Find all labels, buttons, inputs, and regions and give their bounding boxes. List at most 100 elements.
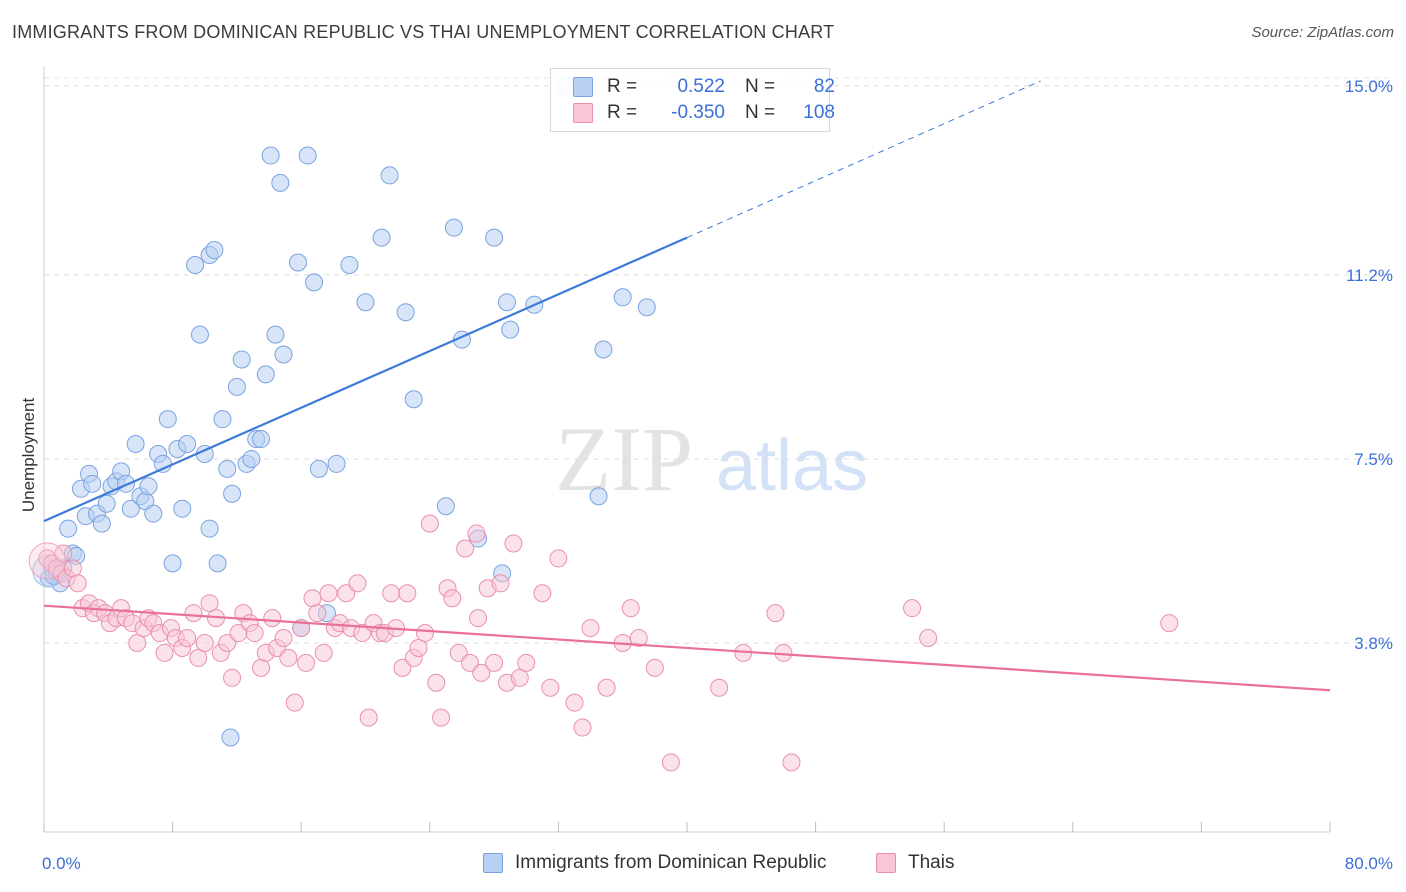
legend-n-label: N = (745, 102, 776, 123)
data-point-thais (297, 653, 316, 672)
data-point-thais (541, 678, 560, 697)
data-point-thais (645, 658, 664, 677)
data-point-dominican (186, 255, 205, 274)
y-tick-label: 11.2% (1346, 266, 1393, 285)
data-point-dominican (121, 499, 140, 518)
data-point-thais (279, 648, 298, 667)
data-point-dominican (256, 365, 275, 384)
data-point-thais (223, 668, 242, 687)
data-point-dominican (139, 477, 158, 496)
data-point-thais (68, 574, 87, 593)
data-point-dominican (200, 519, 219, 538)
trend-line-thais (43, 604, 1331, 692)
data-point-thais (597, 678, 616, 697)
legend-label-thais: Thais (908, 852, 955, 873)
data-point-dominican (223, 484, 242, 503)
data-point-thais (348, 574, 367, 593)
data-point-dominican (227, 377, 246, 396)
data-point-thais (427, 673, 446, 692)
data-point-dominican (190, 325, 209, 344)
legend-n-label: N = (745, 76, 776, 97)
data-point-thais (274, 629, 293, 648)
data-point-thais (485, 653, 504, 672)
data-point-dominican (208, 554, 227, 573)
trend-line-dominican (43, 236, 688, 523)
y-axis-label: Unemployment (19, 398, 38, 513)
data-point-thais (63, 559, 82, 578)
data-point-dominican (485, 228, 504, 247)
data-point-dominican (594, 340, 613, 359)
data-point-thais (178, 629, 197, 648)
data-point-dominican (444, 218, 463, 237)
legend-n-value: 108 (803, 102, 835, 123)
x-tick-label: 80.0% (1345, 854, 1393, 873)
data-point-thais (766, 604, 785, 623)
data-point-thais (353, 624, 372, 643)
trend-line-dominican-extension (686, 80, 1041, 239)
tick-labels: 3.8% 7.5% 11.2% 15.0% 0.0% 80.0% (42, 77, 1393, 873)
data-point-thais (308, 604, 327, 623)
data-point-dominican (218, 459, 237, 478)
data-point-dominican (380, 166, 399, 185)
data-point-dominican (97, 494, 116, 513)
data-point-dominican (327, 454, 346, 473)
data-point-thais (504, 534, 523, 553)
data-point-dominican (274, 345, 293, 364)
data-point-thais (184, 604, 203, 623)
data-point-dominican (305, 273, 324, 292)
data-point-thais (337, 584, 356, 603)
data-point-thais (359, 708, 378, 727)
data-point-dominican (205, 241, 224, 260)
data-point-thais (398, 584, 417, 603)
trend-lines (43, 80, 1331, 692)
data-point-thais (285, 693, 304, 712)
data-point-thais (629, 629, 648, 648)
legend-r-label: R = (607, 102, 638, 123)
y-tick-label: 15.0% (1345, 77, 1393, 96)
data-point-thais (565, 693, 584, 712)
series-thais-points (28, 514, 1179, 772)
data-point-thais (382, 584, 401, 603)
data-point-thais (533, 584, 552, 603)
data-point-dominican (298, 146, 317, 165)
data-point-dominican (501, 320, 520, 339)
data-point-dominican (340, 255, 359, 274)
data-point-thais (432, 708, 451, 727)
legend-r-label: R = (607, 76, 638, 97)
data-point-thais (661, 753, 680, 772)
chart-title: IMMIGRANTS FROM DOMINICAN REPUBLIC VS TH… (12, 22, 835, 42)
data-point-thais (263, 609, 282, 628)
legend-r-value: -0.350 (671, 102, 725, 123)
data-point-thais (919, 629, 938, 648)
data-point-dominican (436, 497, 455, 516)
data-point-thais (155, 643, 174, 662)
data-point-thais (218, 633, 237, 652)
data-point-thais (420, 514, 439, 533)
data-point-dominican (309, 459, 328, 478)
data-point-thais (393, 658, 412, 677)
legend-n-value: 82 (813, 76, 835, 97)
data-point-thais (467, 524, 486, 543)
data-point-dominican (144, 504, 163, 523)
data-point-dominican (252, 430, 271, 449)
y-tick-label: 7.5% (1354, 450, 1393, 469)
data-point-dominican (158, 410, 177, 429)
data-point-thais (1160, 614, 1179, 633)
data-point-thais (903, 599, 922, 618)
data-point-dominican (213, 410, 232, 429)
data-point-thais (510, 668, 529, 687)
data-point-dominican (59, 519, 78, 538)
data-point-dominican (173, 499, 192, 518)
data-point-dominican (589, 487, 608, 506)
data-point-dominican (637, 298, 656, 317)
data-point-dominican (497, 293, 516, 312)
data-point-thais (195, 633, 214, 652)
data-point-thais (472, 663, 491, 682)
data-point-thais (460, 653, 479, 672)
data-point-dominican (178, 435, 197, 454)
data-point-dominican (288, 253, 307, 272)
data-point-thais (443, 589, 462, 608)
data-point-thais (314, 643, 333, 662)
data-point-thais (200, 594, 219, 613)
